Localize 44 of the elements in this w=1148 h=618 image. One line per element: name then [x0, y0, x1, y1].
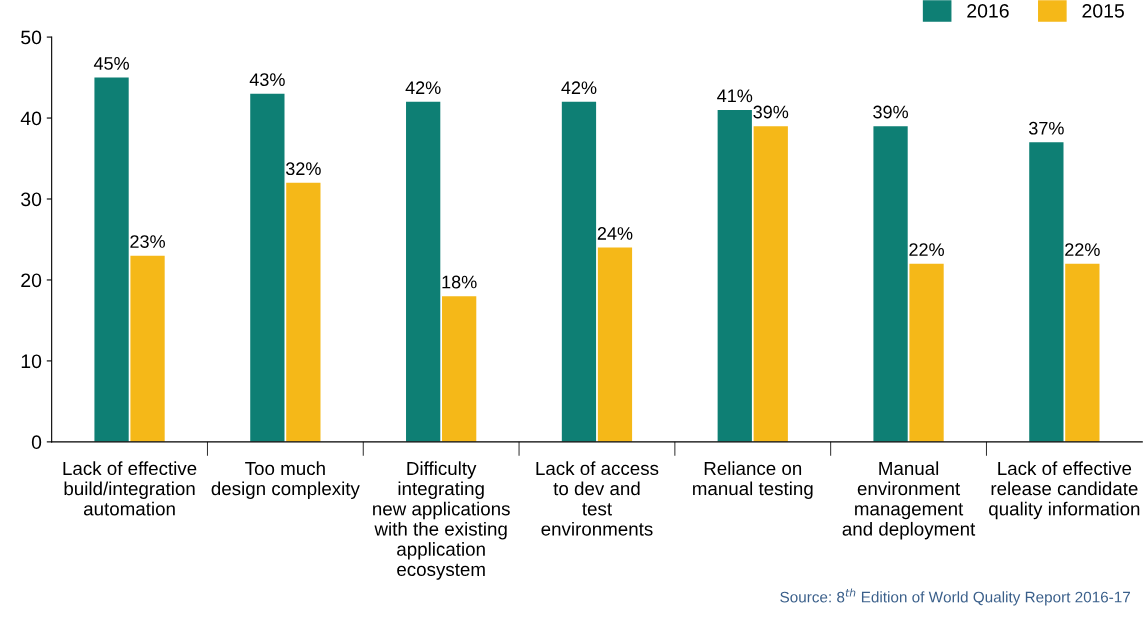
bar: [753, 126, 788, 442]
y-tick-label: 20: [21, 273, 42, 288]
data-label: 32%: [285, 162, 321, 176]
bar: [1029, 142, 1064, 442]
y-tick-label: 50: [21, 30, 42, 45]
bar: [286, 182, 321, 442]
x-tick-label: Too much design complexity: [211, 461, 360, 499]
legend-label: 2016: [967, 3, 1009, 18]
bar: [561, 101, 597, 442]
bar: [873, 126, 908, 442]
data-label: 37%: [1028, 121, 1064, 135]
y-tick-label: 10: [21, 354, 42, 369]
y-tick-label: 40: [20, 111, 42, 126]
bar: [94, 77, 129, 442]
x-tick-label: Manual environment management and deployment: [842, 461, 976, 540]
bar: [406, 101, 441, 442]
bar: [250, 93, 285, 442]
data-label: 39%: [873, 105, 908, 119]
x-tick-label: Reliance on manual testing: [693, 461, 813, 499]
y-tick-label: 0: [31, 435, 42, 450]
bar: [717, 109, 752, 442]
source-note: Source: 8$^{th}$ Edition of World Quality Report 2016-17: [780, 588, 1130, 606]
data-label: 43%: [249, 73, 285, 87]
x-tick-label: Lack of effective build/integration automation: [63, 461, 197, 516]
legend-label: 2015: [1082, 3, 1124, 18]
y-tick-label: 30: [21, 192, 42, 207]
x-tick-label: Lack of effective release candidate quality information: [989, 461, 1140, 520]
data-label: 23%: [130, 235, 165, 248]
bar: [442, 296, 477, 442]
data-label: 22%: [1065, 243, 1100, 256]
data-label: 41%: [717, 89, 753, 103]
data-label: 24%: [597, 227, 633, 240]
bar: [1065, 263, 1100, 442]
data-label: 42%: [405, 81, 441, 95]
data-label: 39%: [753, 105, 789, 119]
data-label: 22%: [909, 243, 944, 256]
data-label: 45%: [93, 57, 129, 70]
data-label: 42%: [561, 81, 597, 95]
bar: [130, 255, 165, 442]
x-tick-label: Difficulty integrating new applications with the existing application ecosystem: [373, 461, 510, 580]
data-label: 18%: [442, 275, 477, 289]
x-tick-label: Lack of access to dev and test environments: [536, 461, 659, 536]
bar: [597, 247, 633, 442]
bar: [909, 263, 944, 442]
